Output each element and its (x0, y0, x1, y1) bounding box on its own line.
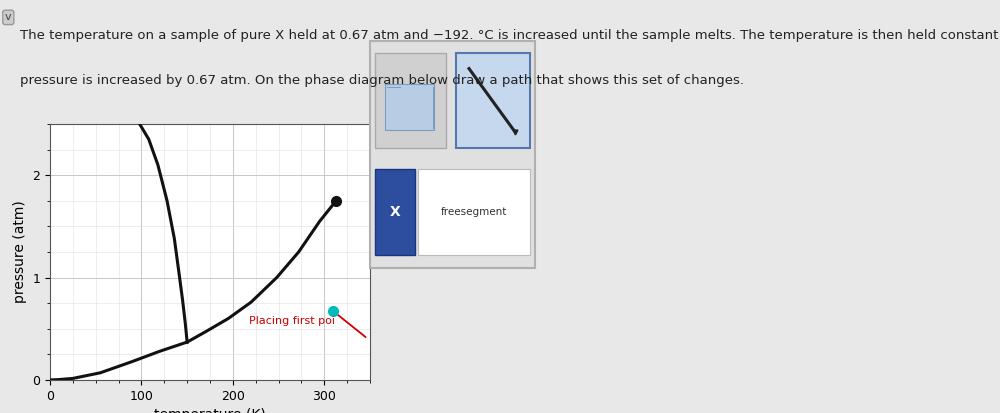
FancyBboxPatch shape (375, 169, 415, 255)
X-axis label: temperature (K): temperature (K) (154, 408, 266, 413)
Text: v: v (5, 12, 12, 22)
FancyBboxPatch shape (375, 53, 446, 148)
Text: X: X (389, 205, 400, 218)
FancyBboxPatch shape (385, 85, 434, 130)
Y-axis label: pressure (atm): pressure (atm) (13, 201, 27, 303)
Text: pressure is increased by 0.67 atm. On the phase diagram below draw a path that s: pressure is increased by 0.67 atm. On th… (20, 74, 744, 87)
FancyBboxPatch shape (456, 53, 530, 148)
FancyBboxPatch shape (370, 41, 535, 268)
Text: freesegment: freesegment (441, 206, 507, 217)
FancyBboxPatch shape (418, 169, 530, 255)
Text: Placing first poi: Placing first poi (249, 316, 335, 325)
Text: The temperature on a sample of pure X held at 0.67 atm and −192. °C is increased: The temperature on a sample of pure X he… (20, 29, 1000, 42)
